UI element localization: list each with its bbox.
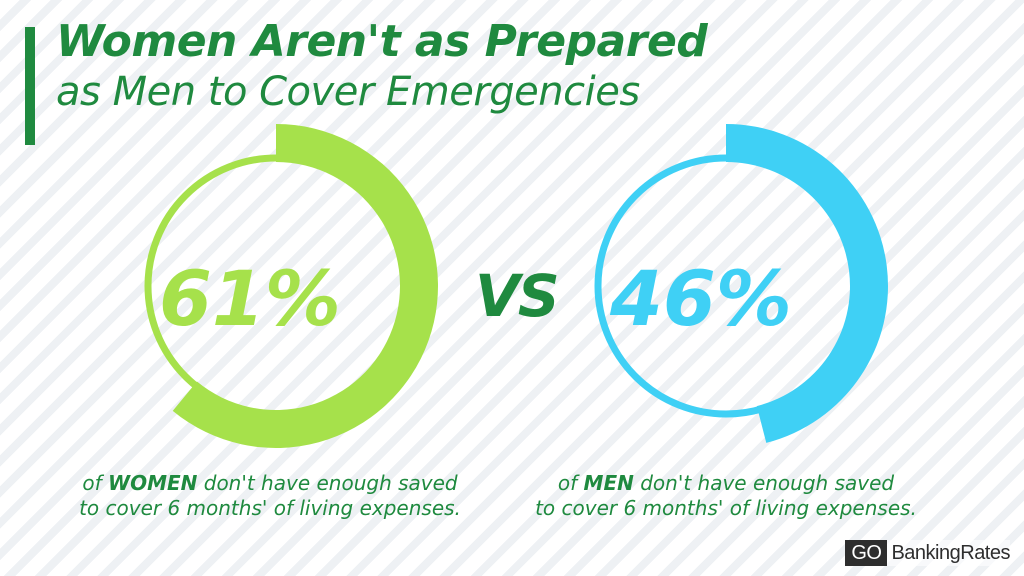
logo-go: GO bbox=[845, 540, 888, 566]
men-caption-bold: MEN bbox=[583, 471, 634, 495]
women-caption-pre: of bbox=[82, 471, 109, 495]
page-title: Women Aren't as Prepared as Men to Cover… bbox=[56, 16, 708, 115]
men-caption: of MEN don't have enough saved to cover … bbox=[496, 471, 956, 521]
vs-label: VS bbox=[475, 262, 560, 330]
women-percent-wedge bbox=[172, 124, 439, 449]
gobankingrates-logo: GO BankingRates bbox=[845, 540, 1010, 566]
women-caption-post: don't have enough saved bbox=[197, 471, 458, 495]
men-caption-post: don't have enough saved bbox=[633, 471, 895, 495]
logo-bankingrates: BankingRates bbox=[887, 540, 1010, 566]
title-line-1: Women Aren't as Prepared bbox=[56, 16, 708, 67]
title-accent-bar bbox=[25, 27, 35, 145]
men-caption-pre: of bbox=[557, 471, 584, 495]
title-line-2: as Men to Cover Emergencies bbox=[56, 69, 640, 115]
men-donut: 46% bbox=[594, 124, 888, 443]
women-percent-label: 61% bbox=[159, 254, 341, 343]
women-donut: 61% bbox=[144, 124, 439, 449]
men-percent-wedge bbox=[726, 124, 888, 443]
men-percent-label: 46% bbox=[609, 254, 792, 343]
women-caption-line-2: to cover 6 months' of living expenses. bbox=[79, 496, 461, 520]
men-caption-line-2: to cover 6 months' of living expenses. bbox=[535, 496, 917, 520]
women-caption-bold: WOMEN bbox=[108, 471, 198, 495]
women-caption: of WOMEN don't have enough saved to cove… bbox=[40, 471, 500, 521]
